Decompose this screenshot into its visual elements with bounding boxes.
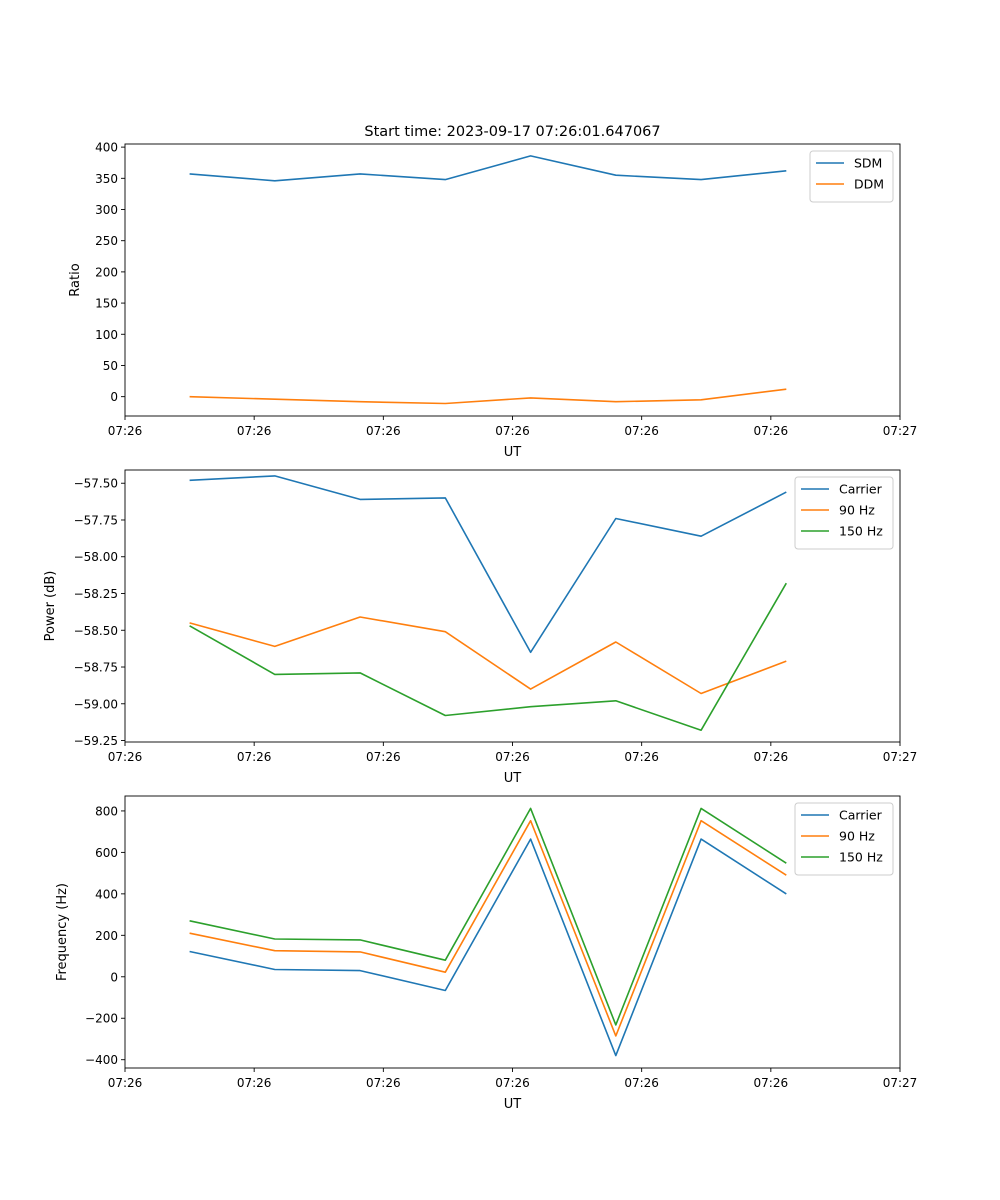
x-tick-label: 07:26 xyxy=(108,424,143,438)
series-line-150-hz xyxy=(189,582,787,732)
x-axis-label: UT xyxy=(504,1097,522,1112)
y-tick-label: 350 xyxy=(95,172,118,186)
x-tick-label: 07:26 xyxy=(237,750,272,764)
axes-frame xyxy=(124,143,901,417)
x-tick-label: 07:26 xyxy=(237,424,272,438)
y-tick-label: 600 xyxy=(95,846,118,860)
y-tick-label: 250 xyxy=(95,234,118,248)
chart-title: Start time: 2023-09-17 07:26:01.647067 xyxy=(364,124,660,140)
series-line-carrier xyxy=(189,838,787,1057)
y-tick-label: −200 xyxy=(85,1012,118,1026)
y-tick-label: −58.00 xyxy=(74,550,118,564)
x-tick-label: 07:26 xyxy=(624,1076,659,1090)
x-tick-label: 07:26 xyxy=(108,750,143,764)
y-tick-label: −59.25 xyxy=(74,734,118,748)
x-tick-label: 07:26 xyxy=(495,1076,530,1090)
y-tick-label: 150 xyxy=(95,297,118,311)
series-line-carrier xyxy=(189,475,787,654)
legend-label: 90 Hz xyxy=(839,829,875,844)
series-line-90-hz xyxy=(189,819,787,1037)
y-axis-label: Frequency (Hz) xyxy=(55,883,70,981)
y-tick-label: 0 xyxy=(110,390,118,404)
y-tick-label: 0 xyxy=(110,970,118,984)
chart-panel-3: 07:26 07:26 07:26 07:26 07:26 07:26 07:27 −400 −… xyxy=(55,795,918,1112)
x-tick-label: 07:27 xyxy=(883,424,918,438)
x-tick-label: 07:26 xyxy=(366,424,401,438)
chart-panel-2: 07:26 07:26 07:26 07:26 07:26 07:26 07:27 −59.2… xyxy=(43,469,918,786)
y-axis-label: Ratio xyxy=(68,263,83,296)
legend-label: SDM xyxy=(854,156,882,171)
y-tick-label: −57.50 xyxy=(74,477,118,491)
x-tick-label: 07:26 xyxy=(624,750,659,764)
y-tick-label: −58.25 xyxy=(74,587,118,601)
series-line-150-hz xyxy=(189,807,787,1026)
series-line-ddm xyxy=(189,388,787,405)
y-axis-label: Power (dB) xyxy=(43,571,58,642)
y-tick-label: −400 xyxy=(85,1053,118,1067)
x-tick-label: 07:26 xyxy=(754,750,789,764)
x-tick-label: 07:26 xyxy=(495,750,530,764)
legend: SDM DDM xyxy=(809,150,894,203)
x-tick-label: 07:26 xyxy=(237,1076,272,1090)
axes-frame xyxy=(124,469,901,743)
y-tick-label: −59.00 xyxy=(74,697,118,711)
axes-frame xyxy=(124,795,901,1069)
legend: Carrier 90 Hz 150 Hz xyxy=(794,476,894,550)
y-tick-label: 400 xyxy=(95,141,118,155)
y-tick-label: 200 xyxy=(95,929,118,943)
x-axis-label: UT xyxy=(504,771,522,786)
x-tick-label: 07:27 xyxy=(883,1076,918,1090)
y-tick-label: 100 xyxy=(95,328,118,342)
x-tick-label: 07:26 xyxy=(754,424,789,438)
legend-label: 150 Hz xyxy=(839,850,883,865)
legend-label: DDM xyxy=(854,177,884,192)
x-tick-label: 07:26 xyxy=(366,750,401,764)
x-tick-label: 07:26 xyxy=(495,424,530,438)
y-tick-label: 800 xyxy=(95,804,118,818)
legend-label: Carrier xyxy=(839,808,883,823)
y-tick-label: −58.75 xyxy=(74,661,118,675)
y-tick-label: 200 xyxy=(95,265,118,279)
series-line-90-hz xyxy=(189,616,787,695)
legend-label: 90 Hz xyxy=(839,503,875,518)
y-tick-label: −58.50 xyxy=(74,624,118,638)
x-tick-label: 07:26 xyxy=(366,1076,401,1090)
y-tick-label: 50 xyxy=(103,359,118,373)
y-tick-label: 400 xyxy=(95,887,118,901)
legend: Carrier 90 Hz 150 Hz xyxy=(794,802,894,876)
x-tick-label: 07:26 xyxy=(624,424,659,438)
y-tick-label: 300 xyxy=(95,203,118,217)
x-tick-label: 07:26 xyxy=(754,1076,789,1090)
x-tick-label: 07:26 xyxy=(108,1076,143,1090)
legend-label: 150 Hz xyxy=(839,524,883,539)
y-tick-label: −57.75 xyxy=(74,513,118,527)
x-tick-label: 07:27 xyxy=(883,750,918,764)
x-axis-label: UT xyxy=(504,445,522,460)
chart-panel-1: 07:26 07:26 07:26 07:26 07:26 07:26 07:27 0 50 10… xyxy=(68,141,917,460)
legend-label: Carrier xyxy=(839,482,883,497)
series-line-sdm xyxy=(189,155,787,182)
